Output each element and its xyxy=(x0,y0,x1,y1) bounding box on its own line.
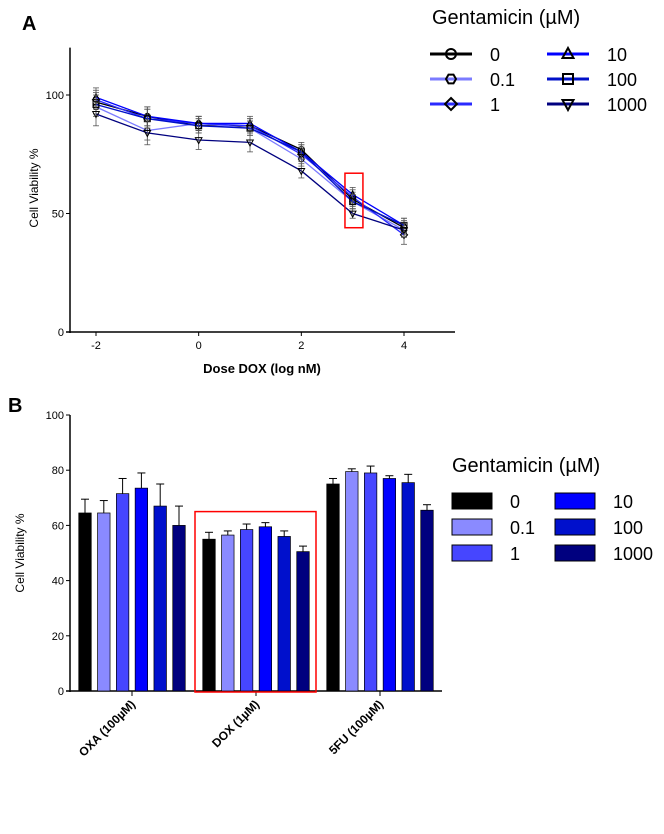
legend-label: 0 xyxy=(510,492,520,512)
bar-100 xyxy=(277,536,291,692)
bar-1 xyxy=(364,472,378,692)
category-label: DOX (1µM) xyxy=(209,697,262,750)
highlight-box xyxy=(344,172,364,229)
legend-swatch xyxy=(554,544,596,562)
legend-label: 0.1 xyxy=(490,70,515,90)
bar-10 xyxy=(134,487,148,692)
x-axis-label: Dose DOX (log nM) xyxy=(203,361,321,376)
data-point xyxy=(399,227,409,235)
legend-title: Gentamicin (µM) xyxy=(432,7,580,29)
x-tick-label: -2 xyxy=(91,340,101,352)
y-tick-label: 0 xyxy=(58,327,64,339)
category-label: 5FU (100µM) xyxy=(326,697,386,757)
series-1000 xyxy=(91,101,409,238)
data-point xyxy=(195,122,203,130)
bar-1000 xyxy=(172,525,186,692)
y-tick-label: 20 xyxy=(52,631,64,643)
category-label: OXA (100µM) xyxy=(76,697,138,759)
bar-1000 xyxy=(296,551,310,692)
bar-1000 xyxy=(420,509,434,692)
data-point xyxy=(297,148,305,156)
legend-label: 10 xyxy=(607,45,627,65)
bar-0.1 xyxy=(97,512,111,692)
legend-title: Gentamicin (µM) xyxy=(452,455,600,477)
data-point xyxy=(194,137,203,145)
data-point xyxy=(348,210,357,219)
data-point xyxy=(399,230,409,240)
legend-label: 1000 xyxy=(613,544,653,564)
legend-label: 1000 xyxy=(607,95,647,115)
bar-10 xyxy=(382,478,396,692)
data-point xyxy=(245,139,255,148)
legend-marker-hexagon xyxy=(444,73,458,85)
data-point xyxy=(349,198,357,206)
legend-marker-diamond xyxy=(443,96,459,112)
x-tick-label: 4 xyxy=(401,340,407,352)
bar-0.1 xyxy=(345,471,359,692)
y-tick-label: 50 xyxy=(52,209,64,221)
data-point xyxy=(143,130,152,138)
y-tick-label: 0 xyxy=(58,686,64,698)
y-tick-label: 100 xyxy=(46,410,64,422)
series-10 xyxy=(91,87,409,233)
legend-marker-circle xyxy=(445,48,457,60)
legend-label: 10 xyxy=(613,492,633,512)
x-tick-label: 0 xyxy=(196,340,202,352)
legend-label: 100 xyxy=(607,70,637,90)
y-axis-label: Cell Viability % xyxy=(27,148,41,227)
legend-label: 0 xyxy=(490,45,500,65)
x-tick-label: 2 xyxy=(298,340,304,352)
bar-0 xyxy=(326,483,340,692)
bar-0 xyxy=(78,512,92,692)
legend-a: Gentamicin (µM) 0 0.1 1 10 100 1000 xyxy=(430,7,647,115)
legend-swatch xyxy=(451,492,493,510)
panel-b-label: B xyxy=(8,395,22,417)
panel-a-label: A xyxy=(22,13,36,35)
y-tick-label: 40 xyxy=(52,576,64,588)
bar-1 xyxy=(115,493,130,692)
legend-swatch xyxy=(554,518,596,536)
bar-0 xyxy=(202,538,216,692)
highlight-box xyxy=(194,510,317,693)
legend-swatch xyxy=(451,544,493,562)
legend-label: 0.1 xyxy=(510,518,535,538)
legend-label: 1 xyxy=(490,95,500,115)
legend-marker-square xyxy=(562,73,574,85)
y-axis-label: Cell Viability % xyxy=(13,513,27,592)
bar-0.1 xyxy=(221,534,235,692)
data-point xyxy=(297,167,306,176)
bar-100 xyxy=(401,482,415,692)
y-tick-label: 80 xyxy=(52,465,64,477)
y-tick-label: 100 xyxy=(46,90,64,102)
data-point xyxy=(91,111,101,119)
legend-swatch xyxy=(451,518,493,536)
y-tick-label: 60 xyxy=(52,520,64,532)
data-point xyxy=(246,124,254,132)
legend-swatch xyxy=(554,492,596,510)
legend-marker-triangle-up xyxy=(560,45,576,59)
bar-10 xyxy=(258,526,272,692)
legend-label: 1 xyxy=(510,544,520,564)
legend-marker-triangle-down xyxy=(560,99,576,113)
legend-b: Gentamicin (µM) 0 0.1 1 10 100 1000 xyxy=(451,455,653,564)
legend-label: 100 xyxy=(613,518,643,538)
bar-100 xyxy=(153,505,167,692)
bar-1 xyxy=(240,529,254,692)
